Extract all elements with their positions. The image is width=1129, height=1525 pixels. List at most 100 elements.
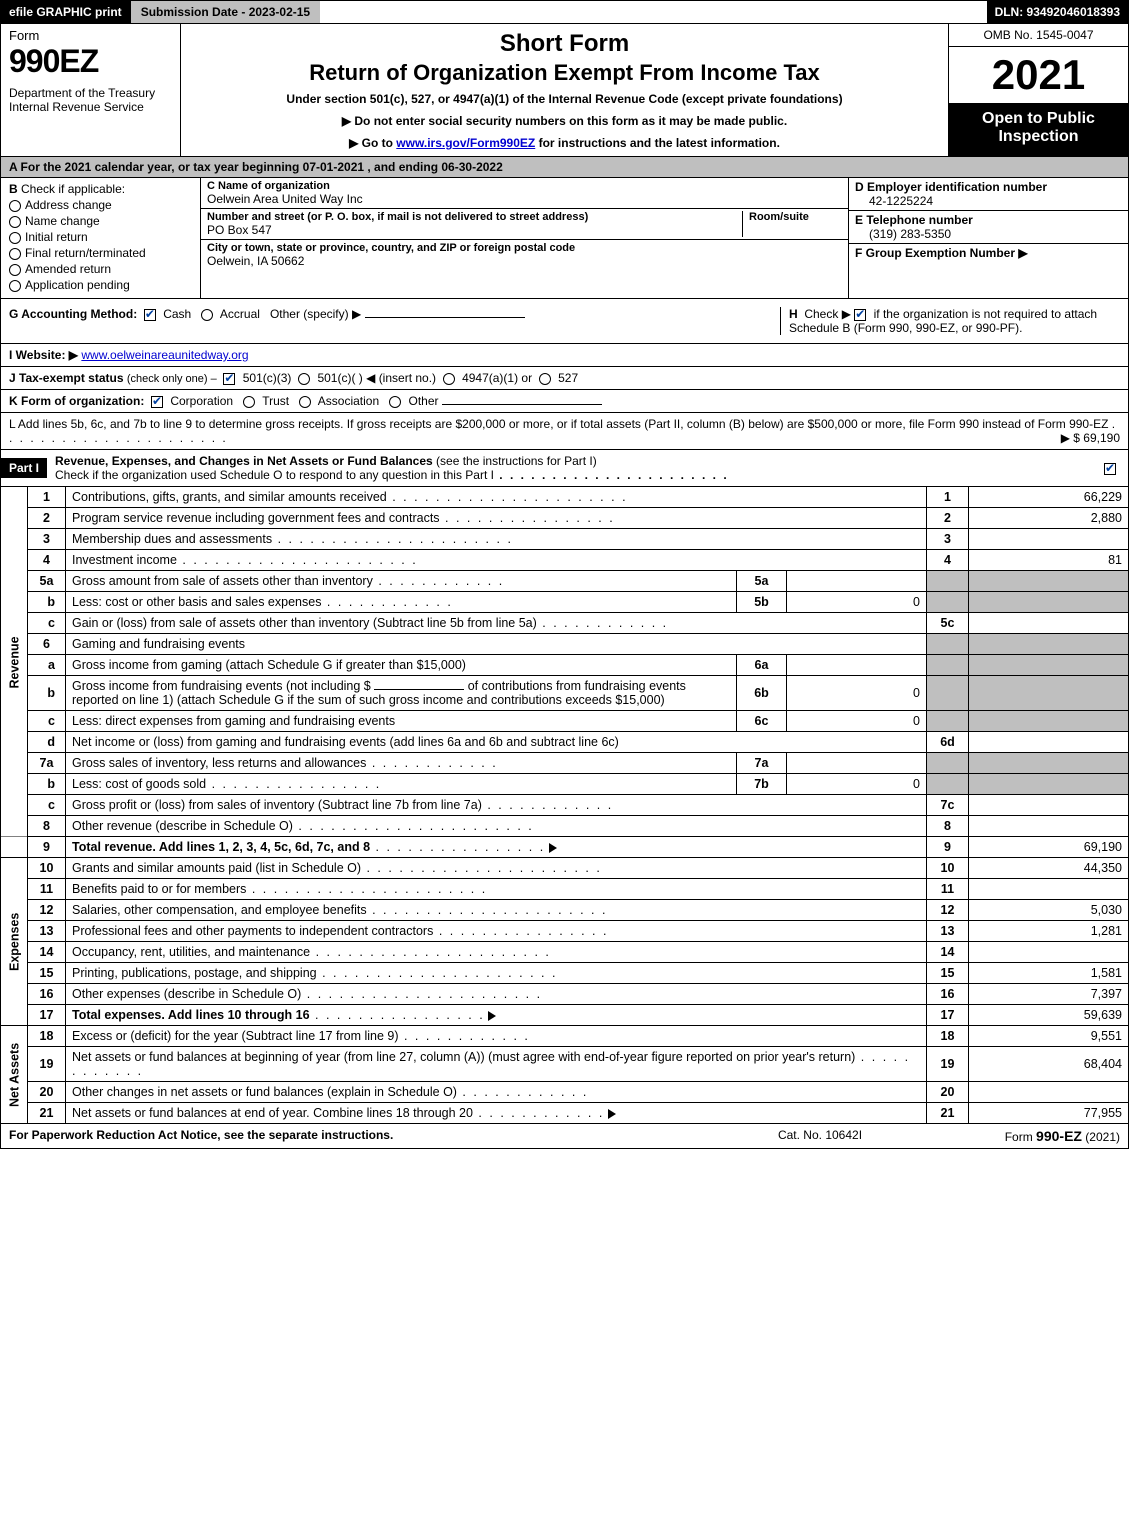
table-row: 13 Professional fees and other payments … xyxy=(1,921,1129,942)
table-row: 16 Other expenses (describe in Schedule … xyxy=(1,984,1129,1005)
line-5c-value xyxy=(969,613,1129,634)
row-k-form-org: K Form of organization: Corporation Trus… xyxy=(0,390,1129,413)
c-name-label: C Name of organization xyxy=(207,180,842,192)
arrow-icon xyxy=(608,1109,616,1119)
row-i-website: I Website: ▶ www.oelweinareaunitedway.or… xyxy=(0,344,1129,367)
table-row: 4 Investment income 4 81 xyxy=(1,550,1129,571)
table-row: c Less: direct expenses from gaming and … xyxy=(1,711,1129,732)
line-20-value xyxy=(969,1082,1129,1103)
b-label: B xyxy=(9,182,18,196)
line-19-value: 68,404 xyxy=(969,1047,1129,1082)
table-row: 19 Net assets or fund balances at beginn… xyxy=(1,1047,1129,1082)
chk-527[interactable] xyxy=(539,373,551,385)
line-18-value: 9,551 xyxy=(969,1026,1129,1047)
line-7c-value xyxy=(969,795,1129,816)
chk-schedule-b[interactable] xyxy=(854,309,866,321)
table-row: b Less: cost or other basis and sales ex… xyxy=(1,592,1129,613)
page-footer: For Paperwork Reduction Act Notice, see … xyxy=(0,1124,1129,1149)
chk-amended-return[interactable] xyxy=(9,264,21,276)
title-short-form: Short Form xyxy=(191,30,938,58)
line-6c-value: 0 xyxy=(787,711,927,732)
dln-number: DLN: 93492046018393 xyxy=(987,1,1128,23)
row-gh: G Accounting Method: Cash Accrual Other … xyxy=(0,299,1129,344)
column-def: D Employer identification number 42-1225… xyxy=(848,178,1128,298)
line-11-value xyxy=(969,879,1129,900)
side-label-expenses: Expenses xyxy=(1,858,28,1026)
table-row: 3 Membership dues and assessments 3 xyxy=(1,529,1129,550)
chk-final-return[interactable] xyxy=(9,248,21,260)
line-5b-value: 0 xyxy=(787,592,927,613)
table-row: 15 Printing, publications, postage, and … xyxy=(1,963,1129,984)
table-row: b Less: cost of goods sold 7b 0 xyxy=(1,774,1129,795)
table-row: c Gain or (loss) from sale of assets oth… xyxy=(1,613,1129,634)
table-row: 12 Salaries, other compensation, and emp… xyxy=(1,900,1129,921)
efile-print-label[interactable]: efile GRAPHIC print xyxy=(1,1,130,23)
other-method-blank[interactable] xyxy=(365,317,525,318)
chk-application-pending[interactable] xyxy=(9,280,21,292)
chk-4947[interactable] xyxy=(443,373,455,385)
table-row: 14 Occupancy, rent, utilities, and maint… xyxy=(1,942,1129,963)
chk-address-change[interactable] xyxy=(9,200,21,212)
line-a-tax-year: A For the 2021 calendar year, or tax yea… xyxy=(0,157,1129,178)
table-row: 21 Net assets or fund balances at end of… xyxy=(1,1103,1129,1124)
website-link[interactable]: www.oelweinareaunitedway.org xyxy=(81,348,248,362)
chk-corporation[interactable] xyxy=(151,396,163,408)
table-row: Expenses 10 Grants and similar amounts p… xyxy=(1,858,1129,879)
chk-other-org[interactable] xyxy=(389,396,401,408)
line-14-value xyxy=(969,942,1129,963)
side-label-revenue: Revenue xyxy=(1,487,28,837)
title-return: Return of Organization Exempt From Incom… xyxy=(191,60,938,86)
department-label: Department of the Treasury Internal Reve… xyxy=(9,86,172,114)
chk-name-change[interactable] xyxy=(9,216,21,228)
table-row: Net Assets 18 Excess or (deficit) for th… xyxy=(1,1026,1129,1047)
table-row: a Gross income from gaming (attach Sched… xyxy=(1,655,1129,676)
g-accounting-method: G Accounting Method: Cash Accrual Other … xyxy=(9,307,760,335)
d-label: D Employer identification number xyxy=(855,180,1122,194)
e-label: E Telephone number xyxy=(855,213,1122,227)
table-row: 5a Gross amount from sale of assets othe… xyxy=(1,571,1129,592)
line-12-value: 5,030 xyxy=(969,900,1129,921)
telephone-value: (319) 283-5350 xyxy=(855,227,1122,241)
instruction-2: ▶ Go to www.irs.gov/Form990EZ for instru… xyxy=(191,136,938,150)
line-17-value: 59,639 xyxy=(969,1005,1129,1026)
column-b-checkboxes: B Check if applicable: Address change Na… xyxy=(1,178,201,298)
column-c-org-info: C Name of organization Oelwein Area Unit… xyxy=(201,178,848,298)
arrow-icon xyxy=(549,843,557,853)
tax-year: 2021 xyxy=(949,47,1128,104)
table-row: b Gross income from fundraising events (… xyxy=(1,676,1129,711)
h-schedule-b: H Check ▶ if the organization is not req… xyxy=(780,307,1120,335)
b-heading: Check if applicable: xyxy=(21,182,125,196)
chk-schedule-o-part-i[interactable] xyxy=(1104,463,1116,475)
table-row: Revenue 1 Contributions, gifts, grants, … xyxy=(1,487,1129,508)
table-row: d Net income or (loss) from gaming and f… xyxy=(1,732,1129,753)
c-street-label: Number and street (or P. O. box, if mail… xyxy=(207,211,742,223)
form-header: Form 990EZ Department of the Treasury In… xyxy=(0,24,1129,157)
instruction-1: ▶ Do not enter social security numbers o… xyxy=(191,114,938,128)
chk-cash[interactable] xyxy=(144,309,156,321)
form-word: Form xyxy=(9,28,172,43)
other-org-blank[interactable] xyxy=(442,404,602,405)
org-name: Oelwein Area United Way Inc xyxy=(207,192,842,206)
side-label-netassets: Net Assets xyxy=(1,1026,28,1124)
open-to-public: Open to Public Inspection xyxy=(949,104,1128,156)
submission-date: Submission Date - 2023-02-15 xyxy=(130,1,320,23)
chk-501c3[interactable] xyxy=(223,373,235,385)
i-label: I Website: ▶ xyxy=(9,348,78,362)
form-number: 990EZ xyxy=(9,43,172,80)
line-6b-blank[interactable] xyxy=(374,689,464,690)
footer-paperwork: For Paperwork Reduction Act Notice, see … xyxy=(9,1128,720,1144)
table-row: 11 Benefits paid to or for members 11 xyxy=(1,879,1129,900)
line-4-value: 81 xyxy=(969,550,1129,571)
line-6a-value xyxy=(787,655,927,676)
part-i-table: Revenue 1 Contributions, gifts, grants, … xyxy=(0,487,1129,1124)
chk-association[interactable] xyxy=(299,396,311,408)
footer-formref: Form 990-EZ (2021) xyxy=(920,1128,1120,1144)
chk-trust[interactable] xyxy=(243,396,255,408)
table-row: 9 Total revenue. Add lines 1, 2, 3, 4, 5… xyxy=(1,837,1129,858)
c-city-label: City or town, state or province, country… xyxy=(207,242,842,254)
org-city: Oelwein, IA 50662 xyxy=(207,254,842,268)
chk-501c[interactable] xyxy=(298,373,310,385)
chk-accrual[interactable] xyxy=(201,309,213,321)
chk-initial-return[interactable] xyxy=(9,232,21,244)
irs-link[interactable]: www.irs.gov/Form990EZ xyxy=(396,136,535,150)
